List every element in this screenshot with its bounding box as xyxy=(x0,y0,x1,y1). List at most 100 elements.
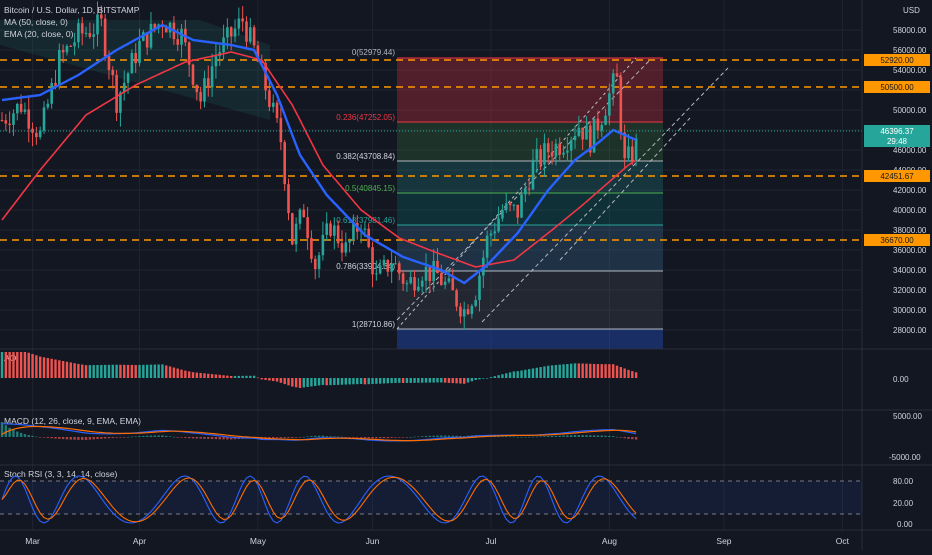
candle xyxy=(588,122,592,157)
macd-pane[interactable]: MACD (12, 26, close, 9, EMA, EMA) 5000.0… xyxy=(0,412,923,462)
candle xyxy=(566,136,569,162)
ao-bar xyxy=(46,358,50,378)
candle xyxy=(287,178,290,221)
macd-hist-bar xyxy=(111,437,114,438)
candle xyxy=(569,136,573,164)
ao-bar xyxy=(214,374,218,378)
ao-bar xyxy=(627,369,630,378)
price-tick-label: 38000.00 xyxy=(893,226,927,235)
macd-hist-bar xyxy=(615,436,619,438)
macd-hist-bar xyxy=(436,435,439,437)
macd-hist-bar xyxy=(417,436,420,438)
ao-bar xyxy=(130,364,134,378)
ao-bar xyxy=(61,361,65,378)
candle xyxy=(12,109,15,136)
ao-pane[interactable]: AO 0.00 xyxy=(0,352,909,388)
candle-body xyxy=(615,73,619,77)
candle-body xyxy=(329,223,332,236)
candle xyxy=(375,260,378,281)
macd-hist-bar xyxy=(161,435,164,437)
candle xyxy=(459,303,462,324)
candle-body xyxy=(573,136,577,141)
candle-body xyxy=(627,146,630,159)
macd-hist-bar xyxy=(336,436,340,438)
ao-tick-0: 0.00 xyxy=(893,375,909,384)
candle-body xyxy=(581,127,584,140)
ema-20-line[interactable] xyxy=(1,23,637,285)
ao-bar xyxy=(619,367,623,378)
ma-50-line[interactable] xyxy=(1,51,637,268)
macd-hist-bar xyxy=(58,437,61,439)
price-channel[interactable] xyxy=(396,59,729,323)
candle-body xyxy=(100,14,103,19)
candle-body xyxy=(592,118,596,153)
fibonacci-retracement[interactable]: 0(52979.44) 0.236(47252.05) 0.382(43708.… xyxy=(336,48,663,349)
ao-bar xyxy=(111,364,114,378)
candle xyxy=(134,43,137,73)
macd-hist-bar xyxy=(230,437,233,440)
macd-hist-bar xyxy=(401,437,405,438)
macd-hist-bar xyxy=(180,437,183,438)
ao-bar xyxy=(12,352,15,378)
ao-bar xyxy=(612,364,615,378)
macd-hist-bar xyxy=(421,436,424,437)
fib-label-05: 0.5(40845.15) xyxy=(345,184,395,193)
candle-body xyxy=(203,78,206,102)
ao-bar xyxy=(566,364,569,378)
ao-bar xyxy=(65,361,69,378)
candle xyxy=(401,270,405,292)
ao-bar xyxy=(375,378,378,384)
time-tick-label: Jul xyxy=(486,536,497,546)
candle xyxy=(271,94,275,113)
macd-hist-bar xyxy=(520,436,523,438)
stoch-rsi-pane[interactable]: Stoch RSI (3, 3, 14, 14, close) 80.00 20… xyxy=(0,469,914,529)
candle-body xyxy=(306,217,309,239)
candle xyxy=(447,269,451,284)
ao-bar xyxy=(592,363,596,378)
candle xyxy=(310,230,313,263)
ao-bar xyxy=(88,365,92,378)
candle-body xyxy=(115,75,118,113)
candle xyxy=(462,301,466,330)
candle xyxy=(35,126,38,145)
ao-bar xyxy=(19,352,23,378)
candle xyxy=(535,137,539,173)
candle-body xyxy=(585,125,588,140)
candle-body xyxy=(462,309,466,317)
candle-body xyxy=(577,127,581,137)
candle-body xyxy=(88,32,92,37)
fib-label-0236: 0.236(47252.05) xyxy=(336,113,395,122)
ao-bar xyxy=(54,359,57,378)
candle xyxy=(550,141,554,165)
macd-hist-bar xyxy=(54,437,57,439)
candle xyxy=(394,255,397,265)
candle-body xyxy=(497,218,500,232)
candle xyxy=(424,253,428,293)
candle-body xyxy=(153,23,157,29)
candle-body xyxy=(310,238,313,259)
macd-hist-bar xyxy=(596,435,600,437)
ao-bar xyxy=(581,363,584,378)
candle xyxy=(145,31,149,56)
candle-body xyxy=(245,21,248,42)
ao-bar xyxy=(145,364,149,378)
candle xyxy=(38,126,42,140)
candle-body xyxy=(77,23,80,43)
time-axis[interactable]: MarAprMayJunJulAugSepOctNov xyxy=(25,536,932,546)
candle xyxy=(562,145,565,158)
candle-body xyxy=(436,260,439,274)
candle xyxy=(508,201,512,212)
time-tick-label: Oct xyxy=(836,536,850,546)
candle xyxy=(428,266,432,293)
candle xyxy=(608,83,611,126)
macd-hist-bar xyxy=(314,435,317,437)
macd-hist-bar xyxy=(371,437,374,439)
macd-hist-bar xyxy=(157,435,160,437)
macd-hist-bar xyxy=(413,436,416,438)
ao-bar xyxy=(81,364,84,378)
ao-bar xyxy=(432,378,435,383)
macd-hist-bar xyxy=(96,437,99,440)
